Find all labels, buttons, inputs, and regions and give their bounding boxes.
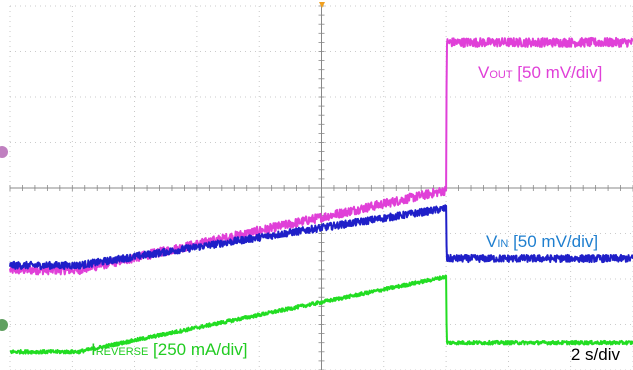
vin-label: VIN [50 mV/div] bbox=[486, 232, 598, 251]
channel-marker-ireverse bbox=[0, 319, 8, 331]
timebase-label: 2 s/div bbox=[571, 345, 621, 364]
channel-marker-vout bbox=[0, 146, 8, 158]
trace-ireverse bbox=[9, 274, 633, 355]
traces bbox=[9, 36, 633, 355]
trigger-marker bbox=[319, 2, 325, 8]
trace-vin bbox=[9, 204, 633, 270]
vout-label: VOUT [50 mV/div] bbox=[478, 63, 602, 82]
ireverse-label: IREVERSE [250 mA/div] bbox=[91, 340, 248, 359]
